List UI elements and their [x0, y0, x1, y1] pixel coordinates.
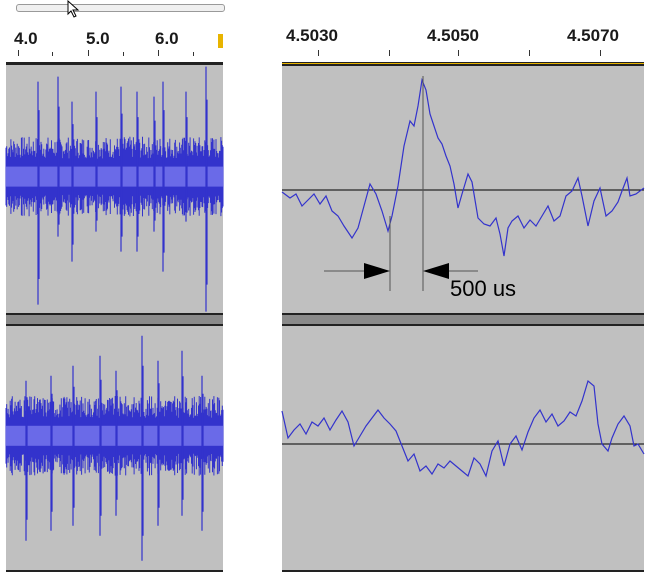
right-waveform-channel-2 [281, 379, 645, 478]
waveform-spike [50, 375, 53, 531]
waveform-spike [185, 91, 188, 222]
waveform-spike [120, 86, 123, 252]
right-track-top-border [282, 62, 644, 66]
left-track-gap [6, 315, 223, 324]
right-track-gap [282, 315, 644, 324]
waveform-spike [25, 380, 28, 541]
right-track-top-highlight [282, 63, 644, 64]
arrow-left-icon [364, 263, 390, 279]
ruler-tick [88, 50, 89, 56]
left-track-top-border [6, 62, 223, 65]
arrow-right-icon [423, 263, 449, 279]
left-scrollbar[interactable] [16, 4, 225, 12]
ruler-tick [52, 52, 53, 56]
waveform-spike [181, 350, 184, 516]
ruler-tick [193, 52, 194, 56]
waveform-trace [281, 77, 645, 257]
right-tick-label: 4.5070 [567, 26, 619, 45]
measurement-annotation [324, 76, 478, 291]
waveform-spike [99, 355, 102, 536]
ruler-tick [158, 50, 159, 56]
right-tick-label: 4.5030 [286, 26, 338, 45]
right-track-separator [282, 313, 644, 315]
right-track-1[interactable] [281, 66, 645, 313]
waveform-spike [95, 91, 98, 232]
ruler-tick [600, 50, 601, 56]
left-track-bottom-border [6, 570, 223, 572]
ruler-tick [389, 50, 390, 56]
left-track-separator [6, 324, 223, 326]
right-time-ruler[interactable]: 4.5030 4.5050 4.5070 [282, 12, 644, 62]
right-tick-label: 4.5050 [427, 26, 479, 45]
ruler-tick [318, 50, 319, 56]
waveform-spike [201, 375, 204, 531]
waveform-trace [281, 379, 645, 478]
waveform-spike [115, 370, 118, 516]
left-waveform-channel-1 [5, 66, 224, 312]
waveform-spike [37, 81, 40, 305]
mouse-pointer-icon [67, 0, 80, 18]
right-track-2[interactable] [281, 326, 645, 570]
waveform-spike [57, 76, 60, 237]
ruler-tick [529, 50, 530, 56]
right-waveform-channel-1 [281, 77, 645, 257]
waveform-spike [162, 81, 165, 272]
left-waveform-channel-2 [5, 335, 224, 561]
measurement-label: 500 us [450, 276, 517, 301]
waveform-spike [205, 66, 208, 312]
left-tick-label-partial [218, 34, 223, 48]
waveform-spike [157, 360, 160, 526]
waveform-spike [136, 91, 139, 252]
waveform-spike [71, 101, 74, 262]
left-track-2[interactable] [5, 326, 224, 570]
left-track-separator [6, 313, 223, 315]
waveform-spike [72, 365, 75, 526]
ruler-tick [458, 50, 459, 56]
waveform-spike [141, 335, 144, 561]
right-track-separator [282, 324, 644, 326]
right-track-bottom-border [282, 570, 644, 572]
left-track-1[interactable] [5, 65, 224, 313]
ruler-tick [123, 52, 124, 56]
ruler-tick [18, 50, 19, 56]
waveform-spike [153, 96, 156, 232]
left-time-ruler[interactable]: 4.0 5.0 6.0 [6, 0, 225, 62]
left-tick-label: 5.0 [86, 29, 110, 48]
left-tick-label: 6.0 [155, 29, 179, 48]
waveform-core [6, 425, 223, 446]
waveform-core [6, 166, 223, 187]
left-tick-label: 4.0 [14, 29, 38, 48]
